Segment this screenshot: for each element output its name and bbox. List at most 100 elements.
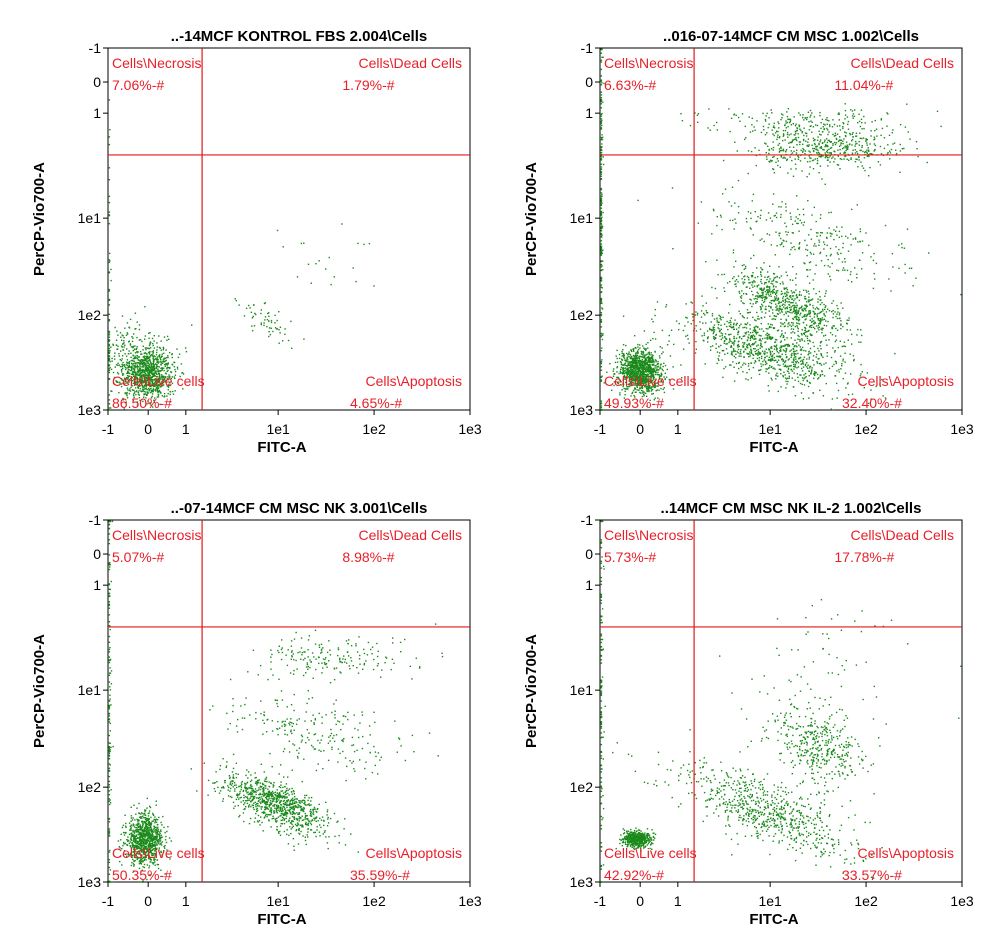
data-point [816,361,818,363]
data-point [633,360,635,362]
data-point [851,152,854,154]
data-point [832,309,834,312]
data-point [158,366,160,368]
data-point [830,408,832,410]
data-point [877,161,880,163]
data-point [263,322,265,324]
data-point [782,345,784,347]
data-point [733,328,735,331]
data-point [831,302,833,304]
data-point [764,290,766,293]
data-point [325,268,327,270]
data-point [804,150,807,152]
data-point [851,133,853,135]
data-point [803,221,805,223]
data-point [721,337,724,339]
data-point [134,312,137,314]
data-point [743,264,745,266]
data-point [648,390,650,393]
data-point [816,362,819,364]
data-point [636,375,638,378]
data-point [841,226,843,228]
data-point [824,315,826,317]
data-point [600,321,603,323]
data-point [809,312,811,314]
data-point [845,146,847,149]
data-point [638,372,640,374]
data-point [866,139,868,141]
data-point [825,155,827,157]
data-point [166,395,168,397]
data-point [654,314,656,317]
data-point [761,292,763,294]
data-point [820,328,822,330]
data-point [847,339,849,341]
data-point [808,293,810,295]
data-point [796,305,798,307]
data-point [643,372,645,375]
data-point [137,393,140,395]
data-point [807,145,810,147]
data-point [862,167,865,169]
data-point [643,377,645,380]
data-point [859,132,861,134]
data-point [782,283,784,285]
data-point [798,323,801,325]
data-point [143,359,145,362]
data-point [134,391,136,393]
data-point [899,171,901,173]
data-point [687,338,689,340]
data-point [895,149,897,151]
data-point [136,404,139,406]
data-point [808,325,811,328]
data-point [844,155,846,158]
data-point [844,118,846,120]
data-point [139,399,141,402]
data-point [803,119,805,121]
data-point [823,149,825,151]
data-point [115,344,118,346]
data-point [136,365,139,367]
data-point [839,148,841,151]
data-point [794,306,796,309]
data-point [123,342,125,344]
data-point [801,308,804,311]
data-point [128,350,130,352]
data-point [750,352,753,355]
data-point [847,279,850,281]
data-point [777,313,779,315]
data-point [629,379,631,381]
data-point [637,368,639,370]
data-point [715,343,717,345]
data-point [633,350,635,352]
data-point [148,389,150,391]
data-point [806,301,808,303]
data-point [638,366,640,369]
data-point [854,145,856,147]
data-point [635,391,637,393]
data-point [133,375,135,378]
data-point [790,242,792,244]
data-point [641,354,644,356]
data-point [743,335,746,337]
data-point [136,377,138,379]
data-point [780,118,782,121]
data-point [138,339,141,341]
data-point [720,328,722,330]
data-point [758,357,761,359]
data-point [600,379,603,381]
data-point [804,319,806,321]
data-point [788,134,790,136]
data-point [816,159,819,162]
data-point [775,297,777,299]
data-point [171,353,173,355]
data-point [906,228,909,230]
data-point [793,300,795,302]
data-point [849,353,851,355]
data-point [823,264,826,267]
data-point [780,308,782,310]
data-point [760,288,763,290]
y-tick-label: 0 [93,74,101,90]
data-point [680,364,682,366]
data-point [803,333,806,335]
